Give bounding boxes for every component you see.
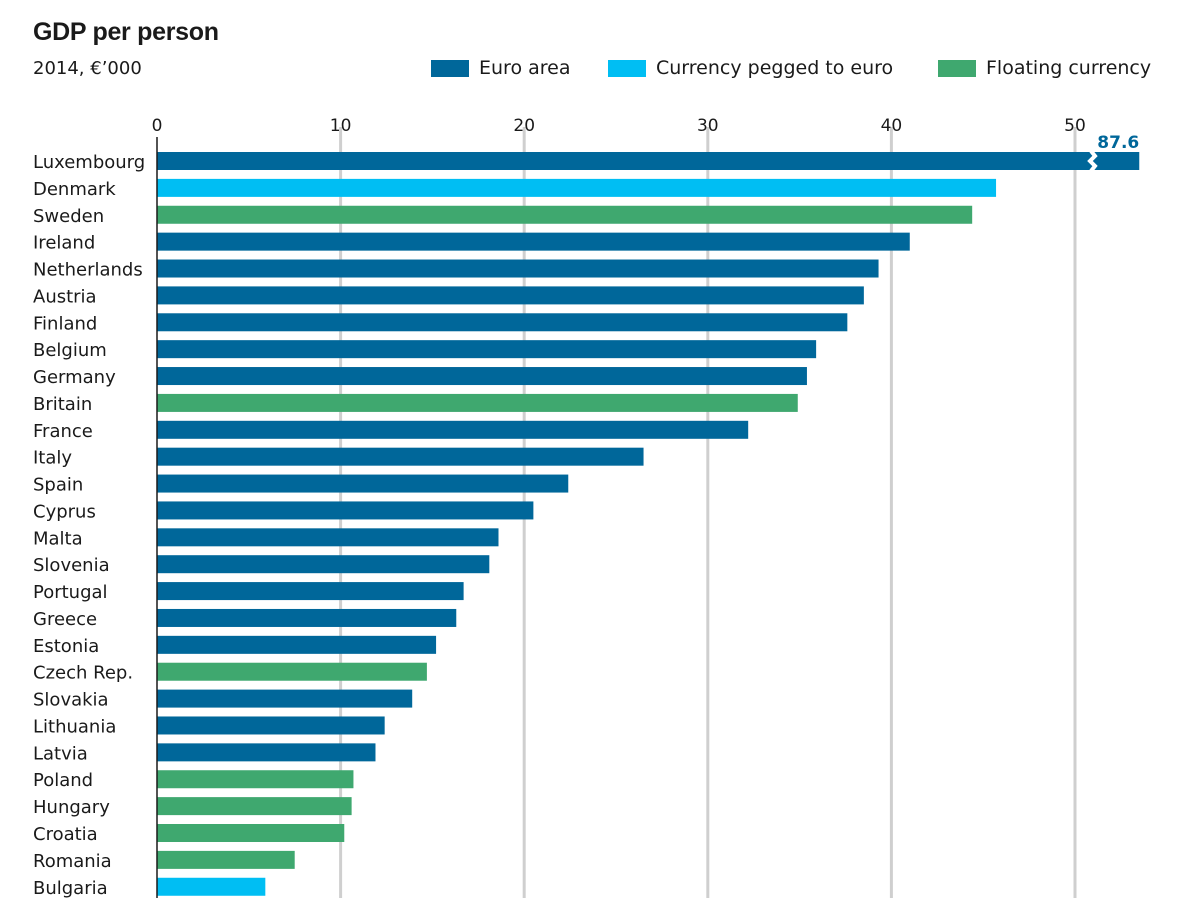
category-label-luxembourg: Luxembourg xyxy=(33,152,145,173)
bar-britain xyxy=(157,393,798,412)
annotations: 87.6 xyxy=(1087,133,1139,173)
x-tick-label-20: 20 xyxy=(513,116,535,136)
legend-item-pegged: Currency pegged to euro xyxy=(608,57,893,79)
legend-label-floating: Floating currency xyxy=(986,57,1152,79)
bar-czech-rep xyxy=(157,662,427,681)
bar-italy xyxy=(157,447,644,466)
category-label-romania: Romania xyxy=(33,851,112,872)
category-label-sweden: Sweden xyxy=(33,206,104,227)
legend-swatch-pegged xyxy=(608,59,646,77)
bar-netherlands xyxy=(157,259,879,278)
category-label-britain: Britain xyxy=(33,394,92,415)
category-label-finland: Finland xyxy=(33,313,97,334)
bar-portugal xyxy=(157,582,464,601)
legend-item-floating: Floating currency xyxy=(938,57,1151,79)
category-label-austria: Austria xyxy=(33,286,97,307)
bar-romania xyxy=(157,850,295,869)
category-label-lithuania: Lithuania xyxy=(33,716,116,737)
category-label-spain: Spain xyxy=(33,475,83,496)
bar-spain xyxy=(157,474,569,493)
axis-break-mark xyxy=(1087,149,1098,173)
bar-sweden xyxy=(157,205,973,224)
bar-croatia xyxy=(157,824,345,842)
legend-swatch-floating xyxy=(938,59,976,77)
legend-item-euro-area: Euro area xyxy=(431,57,570,79)
category-label-malta: Malta xyxy=(33,528,83,549)
category-labels: Luxembourg Denmark Sweden Ireland Netherland… xyxy=(33,152,145,899)
bar-cyprus xyxy=(157,501,534,520)
bar-belgium xyxy=(157,340,817,359)
chart-subtitle: 2014, €’000 xyxy=(33,58,142,79)
bar-latvia xyxy=(157,743,376,762)
x-tick-label-10: 10 xyxy=(330,116,352,136)
category-label-cyprus: Cyprus xyxy=(33,501,96,522)
category-label-belgium: Belgium xyxy=(33,340,107,361)
chart-title: GDP per person xyxy=(33,18,219,46)
bar-malta xyxy=(157,528,499,547)
category-label-slovenia: Slovenia xyxy=(33,555,110,576)
category-label-greece: Greece xyxy=(33,609,97,630)
category-label-denmark: Denmark xyxy=(33,179,116,200)
category-label-czech-rep: Czech Rep. xyxy=(33,663,133,684)
bar-ireland xyxy=(157,232,910,251)
bar-lithuania xyxy=(157,716,385,735)
category-label-germany: Germany xyxy=(33,367,116,388)
legend-swatch-euro-area xyxy=(431,59,469,77)
legend-label-euro-area: Euro area xyxy=(479,57,571,79)
bar-greece xyxy=(157,608,457,627)
category-label-portugal: Portugal xyxy=(33,582,108,603)
value-label-luxembourg: 87.6 xyxy=(1097,133,1139,153)
bar-germany xyxy=(157,367,807,386)
bar-finland xyxy=(157,313,848,332)
bar-slovakia xyxy=(157,689,413,708)
x-tick-label-0: 0 xyxy=(152,116,163,136)
legend: Euro area Currency pegged to euro Floati… xyxy=(0,57,1190,83)
category-label-france: France xyxy=(33,421,93,442)
bars xyxy=(157,152,1140,896)
category-label-poland: Poland xyxy=(33,770,93,791)
x-tick-label-40: 40 xyxy=(881,116,903,136)
category-label-latvia: Latvia xyxy=(33,743,88,764)
category-label-bulgaria: Bulgaria xyxy=(33,878,108,899)
category-label-netherlands: Netherlands xyxy=(33,260,143,281)
bar-luxembourg xyxy=(157,152,1140,170)
category-label-italy: Italy xyxy=(33,448,72,469)
bar-bulgaria xyxy=(157,877,266,896)
x-axis-ticks: 0 10 20 30 40 50 xyxy=(152,116,1086,136)
bar-hungary xyxy=(157,797,352,816)
category-label-estonia: Estonia xyxy=(33,636,99,657)
x-tick-label-50: 50 xyxy=(1064,116,1086,136)
bar-france xyxy=(157,420,749,439)
bar-denmark xyxy=(157,178,997,197)
legend-label-pegged: Currency pegged to euro xyxy=(656,57,894,79)
bar-austria xyxy=(157,286,864,305)
category-label-slovakia: Slovakia xyxy=(33,690,109,711)
bar-estonia xyxy=(157,635,437,654)
bar-slovenia xyxy=(157,555,490,574)
x-tick-label-30: 30 xyxy=(697,116,719,136)
bar-poland xyxy=(157,770,354,789)
category-label-hungary: Hungary xyxy=(33,797,110,818)
category-label-ireland: Ireland xyxy=(33,233,95,254)
category-label-croatia: Croatia xyxy=(33,824,98,845)
